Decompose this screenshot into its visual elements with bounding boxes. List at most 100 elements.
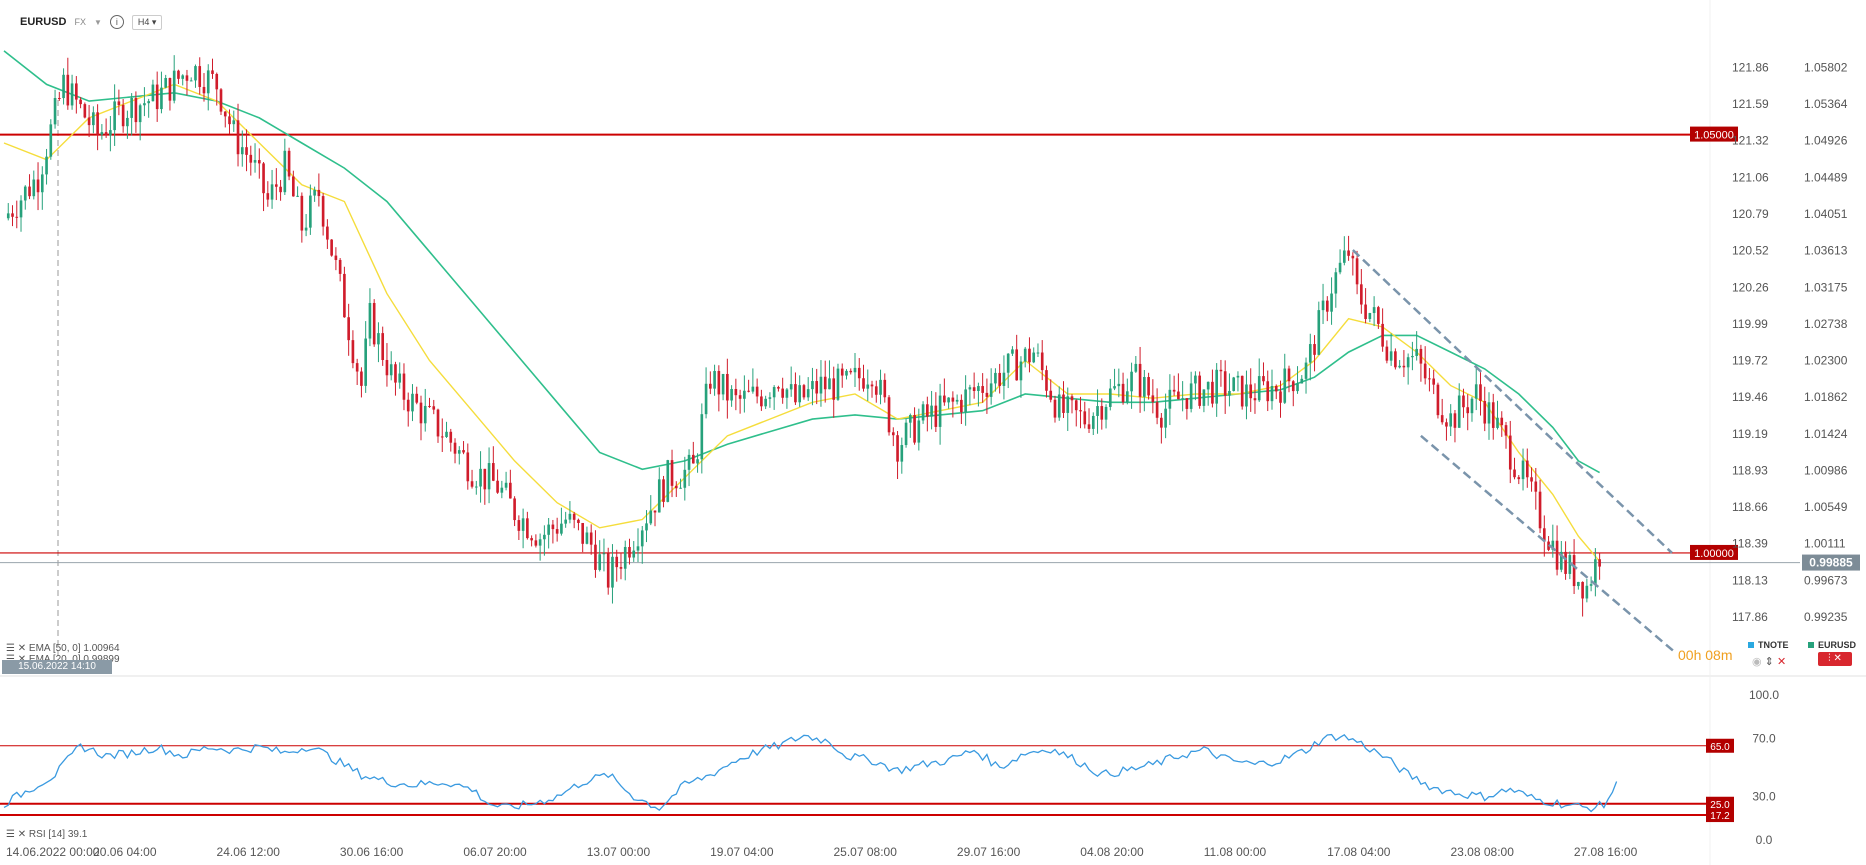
rsi-level-tag — [1706, 808, 1734, 823]
y-left-tick: 121.06 — [1732, 170, 1769, 184]
gear-icon[interactable]: ☰ — [6, 654, 15, 665]
candle-body — [432, 406, 436, 410]
legend-eurusd[interactable]: EURUSD — [1808, 640, 1856, 650]
close-icon[interactable]: ✕ — [18, 654, 26, 665]
y-right-tick: 1.01862 — [1804, 390, 1848, 404]
candle-body — [1560, 551, 1563, 570]
candle-body — [828, 378, 831, 390]
candle-body — [185, 75, 189, 81]
y-left-tick: 121.32 — [1732, 134, 1769, 148]
candle-body — [700, 414, 704, 460]
price-level-label: 1.05000 — [1694, 130, 1734, 142]
indicator-ema-hidden[interactable]: ☰ ✕ EMA [20, 0] 0.99899 — [6, 654, 120, 665]
close-icon[interactable]: ✕ — [17, 643, 27, 654]
x-tick: 24.06 12:00 — [217, 845, 281, 859]
x-tick: 04.08 20:00 — [1080, 845, 1144, 859]
candle-body — [1351, 255, 1355, 259]
candle-body — [423, 405, 427, 424]
candle-body — [1283, 368, 1287, 403]
eye-icon[interactable]: ◉ — [1752, 656, 1762, 668]
candle-body — [1262, 376, 1265, 382]
candle-body — [1432, 378, 1435, 385]
candle-body — [1002, 372, 1006, 386]
candle-body — [1355, 258, 1359, 285]
y-left-tick: 121.59 — [1732, 97, 1769, 111]
indicator-rsi[interactable]: ☰ ✕ RSI [14] 39.1 — [6, 829, 87, 840]
candle-body — [1028, 348, 1031, 363]
candle-body — [1525, 460, 1529, 478]
x-tick: 14.06.2022 00:00 — [6, 845, 100, 859]
candle-body — [1445, 422, 1448, 427]
candle-body — [202, 86, 206, 94]
close-icon: ✕ — [1833, 653, 1842, 664]
candle-body — [900, 445, 904, 462]
candle-body — [1070, 396, 1074, 401]
candle-body — [1257, 376, 1261, 401]
rsi-level-tag — [1706, 796, 1734, 811]
candle-body — [560, 523, 563, 534]
candle-body — [853, 367, 857, 373]
candle-body — [989, 383, 993, 397]
candle-body — [1555, 540, 1559, 570]
candle-body — [1300, 378, 1304, 384]
candle-body — [577, 519, 580, 523]
crosshair-date-label: 15.06.2022 14:10 — [2, 660, 112, 674]
candle-body — [309, 195, 312, 228]
candle-body — [134, 98, 138, 123]
candle-body — [334, 255, 338, 260]
gear-icon[interactable]: ☰ — [6, 829, 15, 840]
close-icon[interactable]: ✕ — [17, 829, 27, 840]
chevron-down-icon[interactable]: ▼ — [93, 17, 102, 27]
candle-body — [1079, 410, 1082, 412]
rsi-level-label: 25.0 — [1710, 800, 1730, 811]
candle-body — [730, 389, 733, 401]
rsi-tick: 30.0 — [1752, 790, 1776, 804]
candle-body — [1368, 313, 1372, 319]
legend-label: TNOTE — [1758, 640, 1789, 650]
candle-body — [836, 368, 840, 400]
candle-body — [1087, 424, 1091, 429]
candle-body — [781, 388, 784, 398]
candle-body — [419, 402, 423, 424]
close-icon[interactable]: ✕ — [1776, 656, 1787, 668]
candle-body — [615, 556, 619, 568]
candle-body — [117, 101, 121, 105]
candle-body — [1308, 344, 1312, 363]
candle-body — [321, 196, 325, 227]
candle-body — [453, 442, 457, 454]
settings-close-button[interactable]: ⫶ ✕ — [1818, 652, 1852, 666]
candle-body — [23, 186, 27, 201]
candle-body — [1419, 348, 1423, 364]
symbol-label[interactable]: EURUSD — [20, 16, 67, 28]
candle-body — [1389, 351, 1393, 361]
candle-body — [994, 372, 997, 384]
candle-body — [743, 390, 746, 399]
candle-body — [440, 436, 444, 438]
gear-icon[interactable]: ☰ — [6, 643, 15, 654]
candle-body — [534, 540, 538, 546]
candle-body — [666, 460, 670, 502]
indicator-label: RSI [14] 39.1 — [28, 829, 88, 840]
candle-body — [62, 74, 65, 99]
candle-body — [1164, 408, 1167, 428]
candle-body — [1598, 559, 1601, 567]
current-price-label: 0.99885 — [1809, 556, 1853, 570]
candle-body — [589, 532, 593, 545]
legend-tnote[interactable]: TNOTE — [1748, 640, 1789, 650]
candle-timer: 00h 08m — [1678, 647, 1733, 663]
candle-body — [845, 370, 848, 376]
candle-body — [104, 132, 108, 136]
rsi-level-label: 65.0 — [1710, 742, 1730, 753]
timeframe-select[interactable]: H4 ▾ — [131, 14, 163, 30]
reorder-icon[interactable]: ⇕ — [1764, 656, 1774, 668]
info-icon[interactable]: i — [109, 15, 124, 29]
candle-body — [1240, 375, 1244, 407]
candle-body — [551, 524, 555, 530]
y-left-tick: 119.19 — [1732, 427, 1768, 441]
candle-body — [943, 395, 946, 403]
candle-body — [198, 66, 202, 87]
candle-body — [1325, 300, 1329, 312]
candle-body — [249, 154, 253, 163]
indicator-ema50[interactable]: ☰ ✕ EMA [50, 0] 1.00964 — [6, 643, 120, 654]
